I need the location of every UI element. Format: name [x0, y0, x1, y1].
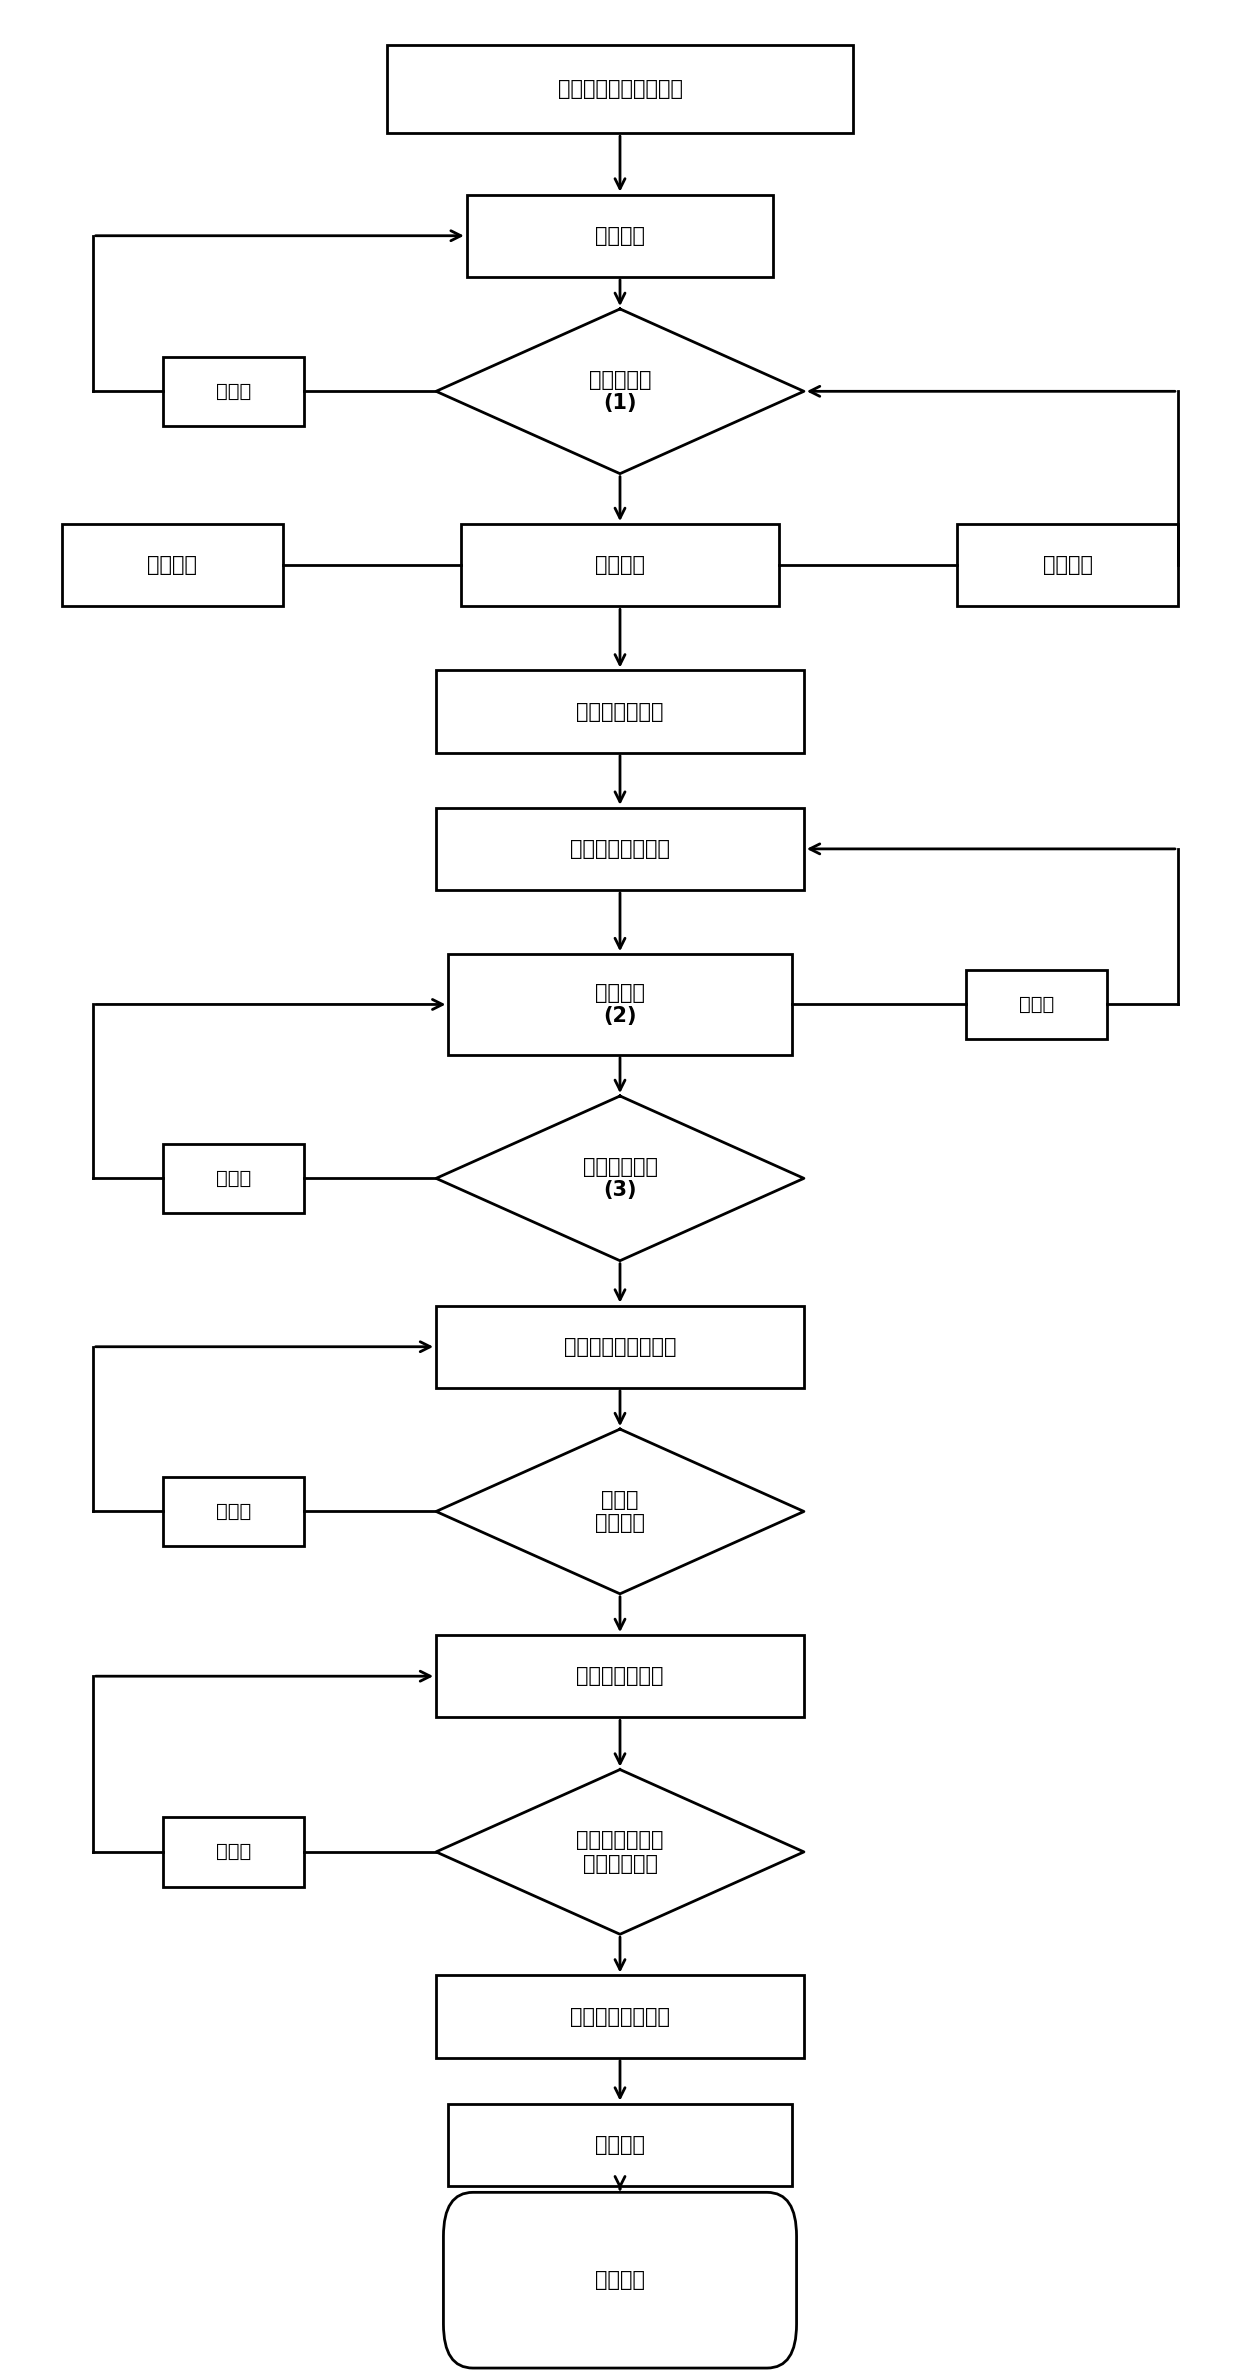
Text: 试制加工
(2): 试制加工 (2) [595, 983, 645, 1026]
FancyBboxPatch shape [449, 2104, 791, 2185]
Text: 项目验收: 项目验收 [595, 2270, 645, 2290]
Text: 工艺设计: 工艺设计 [1043, 556, 1092, 575]
FancyBboxPatch shape [460, 525, 780, 606]
Text: 下井试验: 下井试验 [595, 2135, 645, 2154]
FancyBboxPatch shape [436, 1976, 804, 2057]
FancyBboxPatch shape [436, 808, 804, 891]
Text: 不合格: 不合格 [1019, 995, 1054, 1014]
FancyBboxPatch shape [164, 1817, 304, 1886]
FancyBboxPatch shape [444, 2192, 796, 2368]
FancyBboxPatch shape [957, 525, 1178, 606]
FancyBboxPatch shape [62, 525, 283, 606]
FancyBboxPatch shape [436, 670, 804, 753]
Text: 特殊螺纹接头指标设计: 特殊螺纹接头指标设计 [558, 78, 682, 100]
Text: 实物自检评价
(3): 实物自检评价 (3) [583, 1157, 657, 1199]
Text: 生产线试制加工
试样自检评价: 生产线试制加工 试样自检评价 [577, 1831, 663, 1874]
Text: 量具设计: 量具设计 [595, 556, 645, 575]
FancyBboxPatch shape [436, 1634, 804, 1717]
Text: 第三方
检测评价: 第三方 检测评价 [595, 1489, 645, 1534]
Text: 刀具、刀杆等工装: 刀具、刀杆等工装 [570, 838, 670, 860]
FancyBboxPatch shape [449, 955, 791, 1054]
FancyBboxPatch shape [466, 195, 774, 278]
Text: 第三方评价试样加工: 第三方评价试样加工 [564, 1337, 676, 1356]
Text: 不合格: 不合格 [216, 1168, 252, 1188]
FancyBboxPatch shape [164, 1477, 304, 1546]
Text: 生产线试制加工: 生产线试制加工 [577, 1667, 663, 1686]
FancyBboxPatch shape [387, 45, 853, 133]
FancyBboxPatch shape [436, 1306, 804, 1387]
Text: 生产线批量化生产: 生产线批量化生产 [570, 2007, 670, 2026]
Text: 结构设计: 结构设计 [595, 226, 645, 245]
FancyBboxPatch shape [164, 356, 304, 425]
Text: 不合格: 不合格 [216, 382, 252, 401]
FancyBboxPatch shape [966, 969, 1107, 1040]
FancyBboxPatch shape [164, 1145, 304, 1214]
Text: 不合格: 不合格 [216, 1843, 252, 1862]
Text: 程序编制与调试: 程序编制与调试 [577, 701, 663, 722]
Text: 不合格: 不合格 [216, 1501, 252, 1520]
Text: 有限元分析
(1): 有限元分析 (1) [589, 370, 651, 413]
Text: 刀具设计: 刀具设计 [148, 556, 197, 575]
